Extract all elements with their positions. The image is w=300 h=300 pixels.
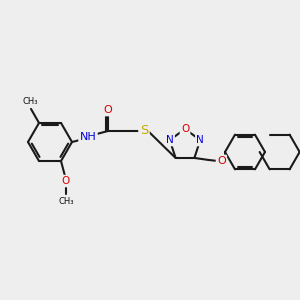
Text: CH₃: CH₃ (22, 98, 38, 106)
Text: O: O (103, 105, 112, 115)
Text: O: O (62, 176, 70, 186)
Text: CH₃: CH₃ (58, 196, 74, 206)
Text: O: O (181, 124, 189, 134)
Text: NH: NH (80, 132, 96, 142)
Text: O: O (217, 156, 226, 166)
Text: N: N (196, 135, 204, 145)
Text: S: S (140, 124, 148, 137)
Text: N: N (166, 135, 174, 145)
